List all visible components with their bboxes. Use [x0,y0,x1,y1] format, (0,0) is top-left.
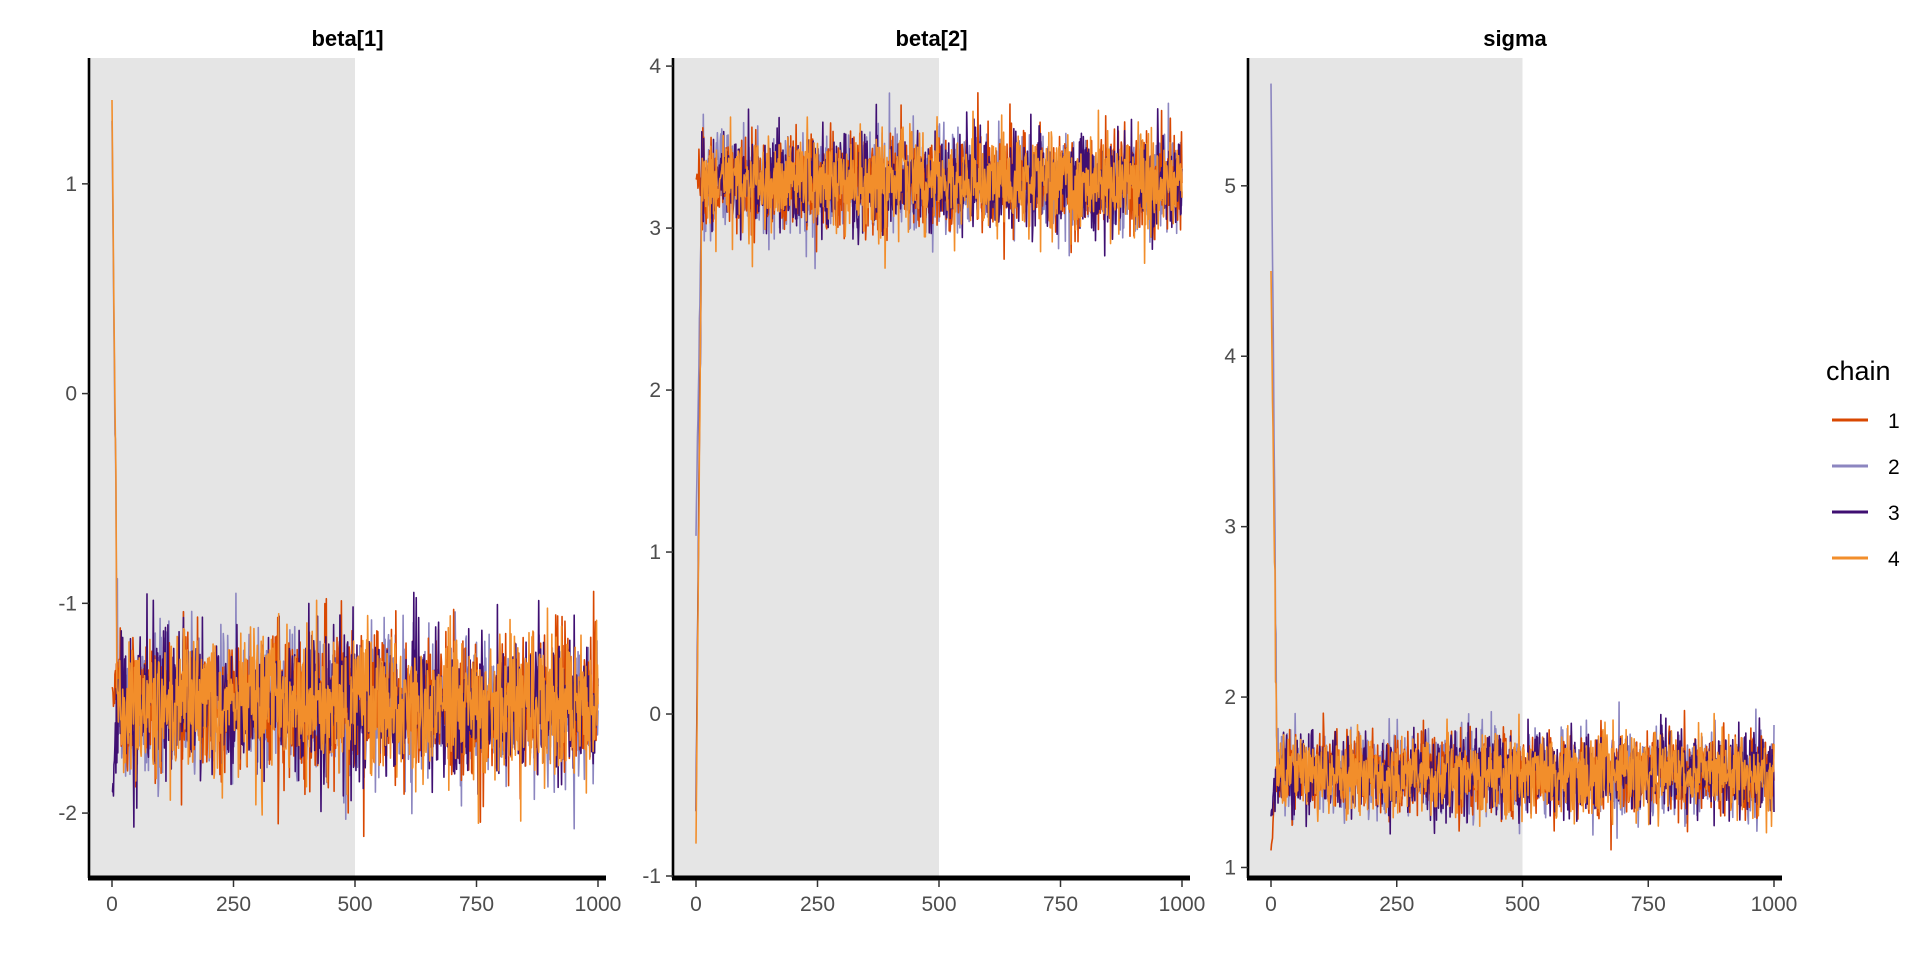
panel-1: -2 -1 0 1 0 250 500 750 1000 beta[1] [58,26,621,916]
chain-4-trace [695,109,1183,844]
panel-3: 1 2 3 4 5 0 250 500 750 1000 sigma [1224,26,1797,916]
y-tick-label: 4 [1224,345,1236,368]
y-tick-label: 0 [65,383,77,406]
y-tick-label: 2 [649,379,661,402]
y-tick-label: -2 [58,802,77,825]
y-tick-label: 0 [649,703,661,726]
y-tick-label: 5 [1224,175,1236,198]
x-tick-label: 0 [106,893,118,916]
y-tick-label: 3 [1224,516,1236,539]
x-tick-label: 0 [1265,893,1277,916]
x-tick-label: 250 [1379,893,1414,916]
x-tick-label: 1000 [575,893,622,916]
panel-title: beta[1] [311,26,383,51]
legend-label-chain-1: 1 [1888,410,1900,433]
x-tick-label: 0 [690,893,702,916]
panel-2: -1 0 1 2 3 4 0 250 500 750 1000 beta[2] [642,26,1205,916]
legend-title: chain [1826,356,1891,386]
x-tick-label: 500 [1505,893,1540,916]
panel-title: sigma [1483,26,1547,51]
chain-4-trace [1270,271,1775,834]
chain-4-trace [111,99,599,825]
legend-label-chain-3: 3 [1888,502,1900,525]
y-tick-label: -1 [642,865,661,888]
y-tick-label: 1 [65,173,77,196]
x-tick-label: 750 [459,893,494,916]
legend-label-chain-2: 2 [1888,456,1900,479]
x-tick-label: 250 [800,893,835,916]
y-tick-label: 2 [1224,686,1236,709]
y-tick-label: 1 [1224,856,1236,879]
x-tick-label: 1000 [1751,893,1798,916]
x-tick-label: 750 [1043,893,1078,916]
panel-title: beta[2] [895,26,967,51]
x-tick-label: 250 [216,893,251,916]
x-tick-label: 500 [921,893,956,916]
x-tick-label: 500 [337,893,372,916]
y-tick-label: 1 [649,541,661,564]
x-tick-label: 1000 [1159,893,1206,916]
y-tick-label: 3 [649,217,661,240]
legend: chain 1 2 3 4 [1826,356,1900,571]
y-tick-label: 4 [649,55,661,78]
legend-label-chain-4: 4 [1888,548,1900,571]
x-tick-label: 750 [1631,893,1666,916]
y-tick-label: -1 [58,592,77,615]
